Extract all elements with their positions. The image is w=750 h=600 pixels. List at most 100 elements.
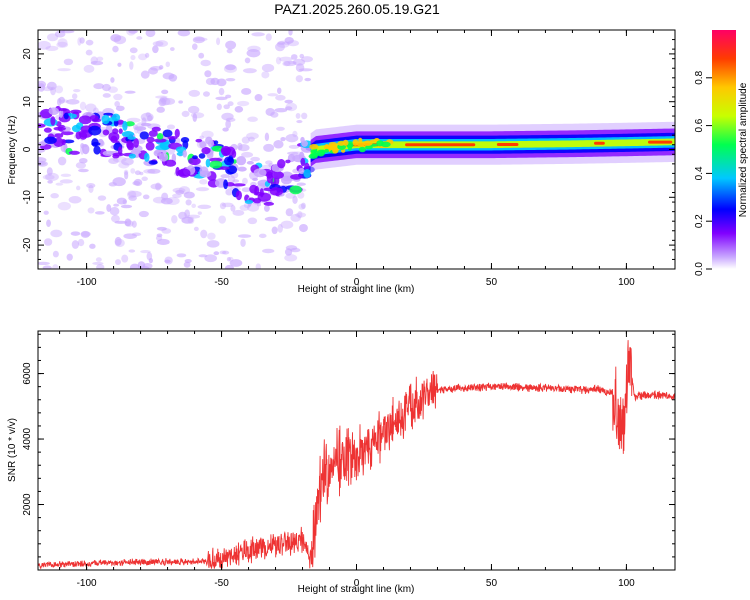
spectrogram-xtick-label: -50 [214,277,229,288]
heatmap-cell [309,143,319,150]
snr-ytick-label: 6000 [22,362,33,385]
spectrogram-ytick-label: 0 [22,146,33,152]
heatmap-cell [230,205,236,212]
heatmap-cell [147,168,161,174]
heatmap-cell [44,238,53,246]
heatmap-cell [96,264,105,269]
heatmap-cell [91,142,101,146]
heatmap-cell [177,30,191,37]
heatmap-cell [197,204,212,209]
heatmap-cell [115,105,125,112]
spectrogram-xlabel: Height of straight line (km) [298,284,415,295]
heatmap-cell [170,47,175,52]
heatmap-cell [209,160,223,169]
heatmap-cell [42,174,55,180]
heatmap-cell [280,175,292,185]
heatmap-cell [93,145,101,155]
heatmap-cell [238,144,250,152]
heatmap-cell [205,158,211,168]
heatmap-cell [218,87,225,96]
heatmap-cell [153,149,162,157]
heatmap-cell [285,208,294,217]
heatmap-cell [221,112,234,121]
heatmap-cell [61,139,66,146]
heatmap-cell [45,45,59,51]
heatmap-cell [77,238,85,247]
heatmap-cell [219,202,227,210]
heatmap-cell [85,49,93,56]
heatmap-cell [140,70,150,79]
heatmap-cell [126,30,136,36]
heatmap-cell [289,185,302,195]
heatmap-cell [113,93,123,101]
heatmap-cell [174,128,180,138]
heatmap-cell [264,132,270,142]
heatmap-cell [253,168,267,178]
heatmap-cell [130,168,136,174]
heatmap-cell [181,216,194,224]
heatmap-cell [121,131,135,138]
heatmap-cell [148,67,159,75]
heatmap-cell [225,64,236,71]
heatmap-cell [114,238,125,248]
heatmap-cell [106,204,112,212]
heatmap-cell [261,71,270,79]
heatmap-cell [63,112,69,120]
heatmap-cell [184,209,190,219]
heatmap-cell [148,130,158,137]
heatmap-cell [148,160,158,165]
heatmap-cell [85,103,97,112]
heatmap-cell [320,149,326,155]
heatmap-cell [70,231,81,236]
heatmap-cell [112,128,119,135]
heatmap-cell [112,152,124,157]
heatmap-cell [183,191,195,199]
snr-xtick-label: 50 [486,578,498,589]
heatmap-cell [259,188,264,198]
heatmap-cell [285,102,298,112]
heatmap-cell [50,193,59,199]
heatmap-cell [114,236,122,246]
heatmap-cell [153,138,167,143]
heatmap-cell [237,166,247,172]
heatmap-cell [284,37,294,44]
heatmap-cell [156,106,165,113]
heatmap-cell [55,182,64,186]
heatmap-cell [73,88,81,93]
heatmap-cell [277,159,286,169]
heatmap-cell [57,68,71,72]
heatmap-cell [124,171,129,180]
heatmap-cell [274,108,288,113]
heatmap-cell [285,134,299,143]
heatmap-cell [310,152,319,157]
heatmap-cell [78,115,92,125]
heatmap-cell [71,124,81,133]
heatmap-cell [208,157,223,162]
heatmap-cell [113,119,119,127]
heatmap-cell [166,124,176,130]
snr-series-line [38,340,675,570]
heatmap-cell [95,257,102,262]
heatmap-cell [164,159,177,167]
heatmap-cell [42,86,54,92]
heatmap-cell [155,95,168,99]
heatmap-cell [176,253,187,258]
heatmap-cell [192,113,198,122]
heatmap-cell [71,93,78,100]
snr-xtick-label: -100 [77,578,97,589]
heatmap-cell [347,143,353,151]
heatmap-cell [70,109,82,114]
heatmap-cell [56,41,69,48]
snr-ytick-label: 4000 [22,427,33,450]
heatmap-cell [129,61,134,70]
heatmap-cell [47,180,53,184]
heatmap-cell [53,126,66,131]
heatmap-cell [295,112,301,119]
heatmap-cell [43,210,49,215]
heatmap-cell [87,207,95,214]
heatmap-cell [109,206,120,216]
heatmap-cell [201,130,214,139]
heatmap-cell [200,59,211,67]
heatmap-cell [102,129,110,136]
heatmap-cell [102,83,111,92]
